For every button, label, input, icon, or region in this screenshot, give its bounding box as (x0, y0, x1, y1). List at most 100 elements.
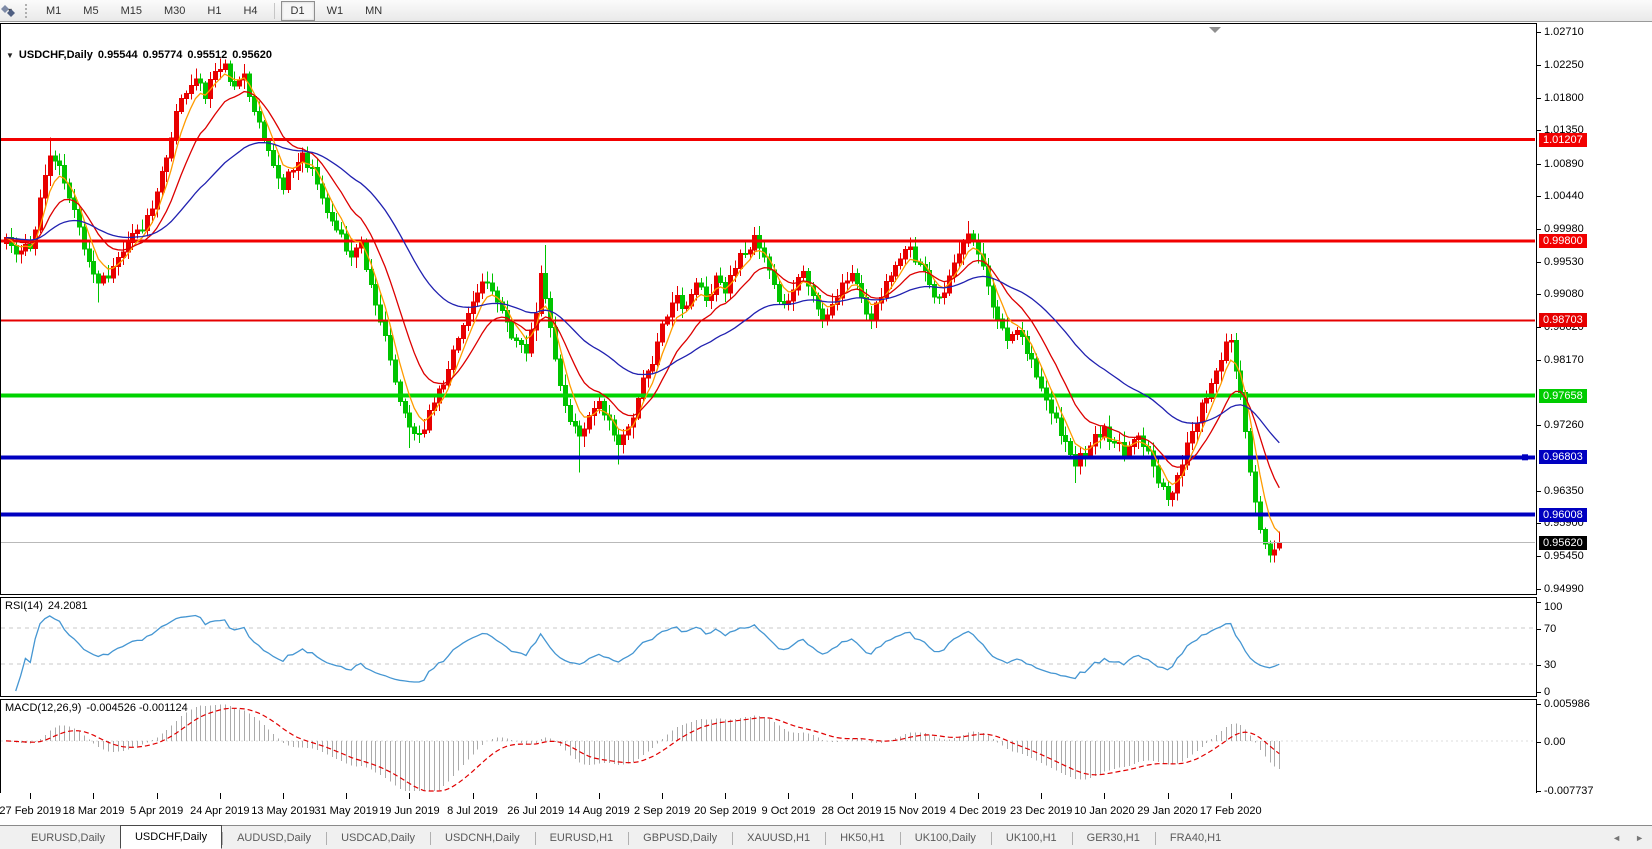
chart-tab-eurusd-daily[interactable]: EURUSD,Daily (31, 832, 105, 844)
date-tick-mark (1041, 793, 1042, 799)
date-label: 13 May 2019 (251, 805, 315, 817)
macd-tick-mark (1537, 704, 1541, 705)
date-label: 5 Apr 2019 (130, 805, 184, 817)
chart-title-high: 0.95774 (142, 49, 183, 61)
date-label: 8 Jul 2019 (447, 805, 498, 817)
price-tick-label: 1.00890 (1544, 157, 1584, 170)
rsi-tick-mark (1537, 692, 1541, 693)
chart-tab-fra40-h1[interactable]: FRA40,H1 (1154, 827, 1236, 849)
macd-tick-label: -0.007737 (1544, 785, 1594, 797)
price-tick-label: 0.99530 (1544, 255, 1584, 268)
main-chart-canvas[interactable] (0, 23, 1537, 595)
scroll-left-icon[interactable]: ◄ (1612, 833, 1622, 843)
date-tick-mark (662, 793, 663, 799)
price-tick-mark (1537, 163, 1541, 165)
date-tick-mark (788, 793, 789, 799)
timeframe-button-w1[interactable]: W1 (326, 4, 344, 17)
timeframe-button-m5[interactable]: M5 (83, 4, 99, 17)
date-label: 2 Sep 2019 (633, 805, 691, 817)
price-tick-label: 0.94990 (1544, 583, 1584, 596)
chart-tab-usdcad-daily[interactable]: USDCAD,Daily (326, 827, 430, 849)
chart-tab-usdchf-daily[interactable]: USDCHF,Daily (119, 825, 223, 849)
price-tick-mark (1537, 196, 1541, 198)
macd-canvas[interactable] (0, 699, 1537, 794)
date-label: 24 Apr 2019 (190, 805, 250, 817)
price-tick-mark (1537, 589, 1541, 591)
timeframe-button-m30[interactable]: M30 (163, 4, 186, 17)
rsi-tick-label: 100 (1544, 601, 1563, 613)
date-label: 26 Jul 2019 (507, 805, 565, 817)
chart-tools-button[interactable]: ▾ (1, 3, 17, 18)
timeframe-button-m1[interactable]: M1 (46, 4, 62, 17)
chart-tab-gbpusd-daily[interactable]: GBPUSD,Daily (628, 827, 732, 849)
price-tick-label: 1.01800 (1544, 91, 1584, 104)
rsi-label: RSI(14) 24.2081 (5, 600, 93, 612)
price-line-badge: 0.98703 (1539, 313, 1587, 328)
date-label: 17 Feb 2020 (1199, 805, 1262, 817)
date-label: 9 Oct 2019 (761, 805, 816, 817)
date-tick-mark (346, 793, 347, 799)
price-tick-label: 1.02710 (1544, 26, 1584, 39)
price-tick-label: 0.97260 (1544, 419, 1584, 432)
rsi-canvas[interactable] (0, 597, 1537, 697)
price-tick-mark (1537, 327, 1541, 329)
chart-title-low: 0.95512 (187, 49, 228, 61)
chart-tab-ger30-h1[interactable]: GER30,H1 (1071, 827, 1155, 849)
chart-tab-bar: EURUSD,Daily USDCHF,Daily AUDUSD,Daily USDC… (0, 825, 1652, 849)
rsi-name: RSI(14) (5, 600, 43, 612)
toolbar-grip-handle[interactable] (24, 2, 30, 19)
timeframe-button-mn[interactable]: MN (365, 4, 383, 17)
timeframe-button-h4[interactable]: H4 (243, 4, 258, 17)
chart-tab-eurusd-h1[interactable]: EURUSD,H1 (534, 827, 629, 849)
macd-tick-label: 0.00 (1544, 735, 1566, 748)
price-line-badge: 1.01207 (1539, 132, 1587, 147)
macd-name: MACD(12,26,9) (5, 702, 82, 714)
price-tick-label: 1.00440 (1544, 190, 1584, 203)
chart-tab-usdcnh-daily[interactable]: USDCNH,Daily (430, 827, 535, 849)
toolbar-separator (273, 2, 275, 19)
timeframe-buttons: M1 M5 M15 M30 H1 H4 D1 W1 MN (35, 0, 393, 21)
price-line-badge: 0.96008 (1539, 507, 1587, 522)
date-tick-mark (725, 793, 726, 799)
collapse-arrow-icon[interactable]: ▼ (6, 51, 14, 60)
chart-tab-uk100-daily[interactable]: UK100,Daily (899, 827, 991, 849)
date-tick-mark (1104, 793, 1105, 799)
rsi-tick-mark (1537, 602, 1541, 603)
price-tick-mark (1537, 425, 1541, 427)
date-label: 19 Jun 2019 (379, 805, 440, 817)
date-tick-mark (93, 793, 94, 799)
price-axis[interactable]: 1.02710 1.02250 1.01800 1.01350 1.00890 1.004… (1537, 22, 1652, 797)
chart-title-close: 0.95620 (232, 49, 272, 61)
date-axis[interactable]: 27 Feb 2019 18 Mar 2019 5 Apr 2019 24 Apr 2… (0, 793, 1537, 825)
date-tick-mark (409, 793, 410, 799)
chart-tab-hk50-h1[interactable]: HK50,H1 (825, 827, 900, 849)
price-tick-mark (1537, 523, 1541, 525)
date-tick-mark (30, 793, 31, 799)
date-tick-mark (599, 793, 600, 799)
chart-tab-audusd-daily[interactable]: AUDUSD,Daily (222, 827, 326, 849)
rsi-tick-mark (1537, 665, 1541, 666)
chart-tab-xauusd-h1[interactable]: XAUUSD,H1 (732, 827, 825, 849)
price-tick-mark (1537, 229, 1541, 231)
price-tick-mark (1537, 65, 1541, 67)
timeframe-button-m15[interactable]: M15 (120, 4, 142, 17)
date-label: 15 Nov 2019 (883, 805, 947, 817)
toolbar: ▾ M1 M5 M15 M30 H1 H4 D1 W1 MN (0, 0, 1652, 22)
date-label: 4 Dec 2019 (949, 805, 1007, 817)
rsi-tick-mark (1537, 629, 1541, 630)
chart-title-open: 0.95544 (97, 49, 138, 61)
price-tick-label: 0.96350 (1544, 484, 1584, 497)
scroll-right-icon[interactable]: ► (1635, 833, 1644, 843)
date-label: 20 Sep 2019 (694, 805, 757, 817)
price-tick-mark (1537, 97, 1541, 99)
date-label: 18 Mar 2019 (62, 805, 125, 817)
chart-tab-uk100-h1[interactable]: UK100,H1 (990, 827, 1072, 849)
timeframe-button-h1[interactable]: H1 (207, 4, 222, 17)
tab-scroll-buttons: ◄ ► (1612, 833, 1644, 843)
timeframe-button-d1[interactable]: D1 (280, 0, 315, 21)
price-tick-label: 0.95450 (1544, 549, 1584, 562)
date-tick-mark (978, 793, 979, 799)
date-tick-mark (536, 793, 537, 799)
date-tick-mark (852, 793, 853, 799)
rsi-value: 24.2081 (47, 600, 88, 612)
